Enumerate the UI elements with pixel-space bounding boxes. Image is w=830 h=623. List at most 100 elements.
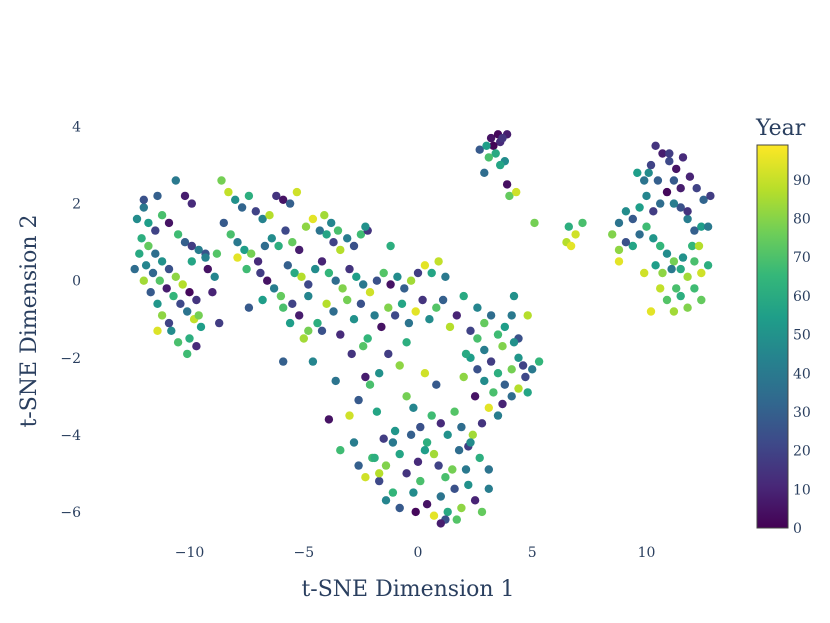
scatter-point [646, 307, 656, 316]
scatter-point [658, 149, 667, 158]
scatter-point [459, 372, 468, 382]
scatter-point [349, 241, 359, 251]
colorbar-tick-label: 20 [793, 444, 811, 460]
scatter-point [509, 291, 519, 301]
scatter-point [651, 261, 660, 270]
scatter-point [468, 430, 477, 439]
scatter-point [432, 380, 441, 389]
y-tick-label: 4 [72, 120, 81, 136]
scatter-point [352, 272, 361, 281]
scatter-point [354, 461, 363, 470]
scatter-point [409, 403, 418, 412]
scatter-point [669, 257, 679, 266]
scatter-point [336, 446, 345, 455]
scatter-point [395, 503, 404, 513]
colorbar-tick-label: 80 [793, 212, 811, 228]
scatter-point [429, 511, 439, 520]
scatter-point [356, 299, 366, 308]
scatter-point [244, 303, 254, 312]
scatter-point [566, 241, 576, 251]
scatter-point [384, 303, 393, 312]
scatter-point [322, 230, 331, 239]
scatter-point [194, 311, 203, 320]
scatter-point [694, 241, 704, 251]
scatter-point [461, 465, 471, 474]
scatter-point [470, 392, 480, 401]
scatter-point [295, 245, 304, 255]
scatter-point [247, 249, 256, 258]
scatter-point [457, 503, 466, 513]
scatter-point [448, 465, 457, 474]
scatter-point [315, 226, 324, 235]
scatter-point [406, 430, 416, 439]
x-tick-label: 10 [638, 545, 656, 561]
scatter-point [496, 160, 505, 170]
scatter-point [614, 245, 624, 255]
scatter-point [678, 253, 688, 262]
scatter-point [157, 311, 167, 320]
scatter-point [155, 276, 164, 285]
scatter-point [279, 195, 288, 204]
scatter-point [656, 199, 665, 208]
scatter-point [651, 141, 660, 150]
colorbar-tick-label: 40 [793, 366, 811, 382]
scatter-point [388, 438, 398, 447]
y-tick-label: −6 [60, 505, 81, 521]
scatter-point [290, 268, 299, 278]
scatter-point [173, 230, 183, 239]
scatter-point [192, 342, 201, 351]
scatter-point [703, 261, 713, 270]
scatter-point [692, 184, 701, 193]
scatter-point [507, 365, 516, 374]
scatter-point [260, 241, 270, 251]
scatter-point [173, 338, 183, 347]
scatter-point [416, 476, 425, 486]
colorbar-tick-label: 70 [793, 250, 811, 266]
scatter-point [441, 272, 450, 281]
scatter-point [614, 218, 624, 228]
scatter-point [292, 187, 302, 197]
x-tick-label: 0 [414, 545, 423, 561]
scatter-point [683, 272, 692, 281]
scatter-point [185, 288, 194, 297]
scatter-point [635, 203, 644, 212]
y-axis-ticks: −6 −4 −2 0 2 4 [60, 120, 81, 521]
scatter-point [130, 264, 139, 274]
scatter-point [171, 176, 180, 185]
scatter-point [345, 264, 354, 274]
scatter-point [402, 392, 411, 401]
scatter-point [194, 245, 203, 255]
scatter-point [253, 257, 263, 266]
scatter-point [486, 311, 496, 320]
colorbar-bar [756, 144, 789, 529]
scatter-point [706, 191, 715, 201]
scatter-point [464, 480, 473, 490]
x-axis-title: t-SNE Dimension 1 [301, 577, 514, 602]
scatter-point [411, 307, 420, 316]
scatter-point [672, 284, 681, 293]
y-tick-label: 2 [72, 197, 81, 213]
scatter-point [445, 322, 455, 332]
scatter-point [317, 326, 327, 335]
scatter-point [667, 264, 676, 274]
scatter-point [676, 203, 685, 212]
scatter-point [151, 226, 160, 235]
scatter-point [219, 218, 228, 228]
scatter-point [285, 318, 295, 328]
scatter-point [425, 315, 434, 324]
scatter-point [258, 295, 267, 305]
scatter-point [304, 326, 313, 335]
scatter-point [210, 272, 219, 281]
scatter-point [377, 322, 386, 332]
scatter-point [272, 191, 281, 201]
scatter-point [486, 133, 496, 143]
scatter-point [308, 357, 318, 366]
y-tick-label: 0 [72, 274, 81, 290]
scatter-point [288, 238, 297, 247]
scatter-point [500, 322, 509, 332]
scatter-point [697, 295, 706, 305]
scatter-point [649, 234, 658, 243]
scatter-point [697, 268, 706, 278]
scatter-point [381, 496, 391, 505]
scatter-point [452, 311, 461, 320]
